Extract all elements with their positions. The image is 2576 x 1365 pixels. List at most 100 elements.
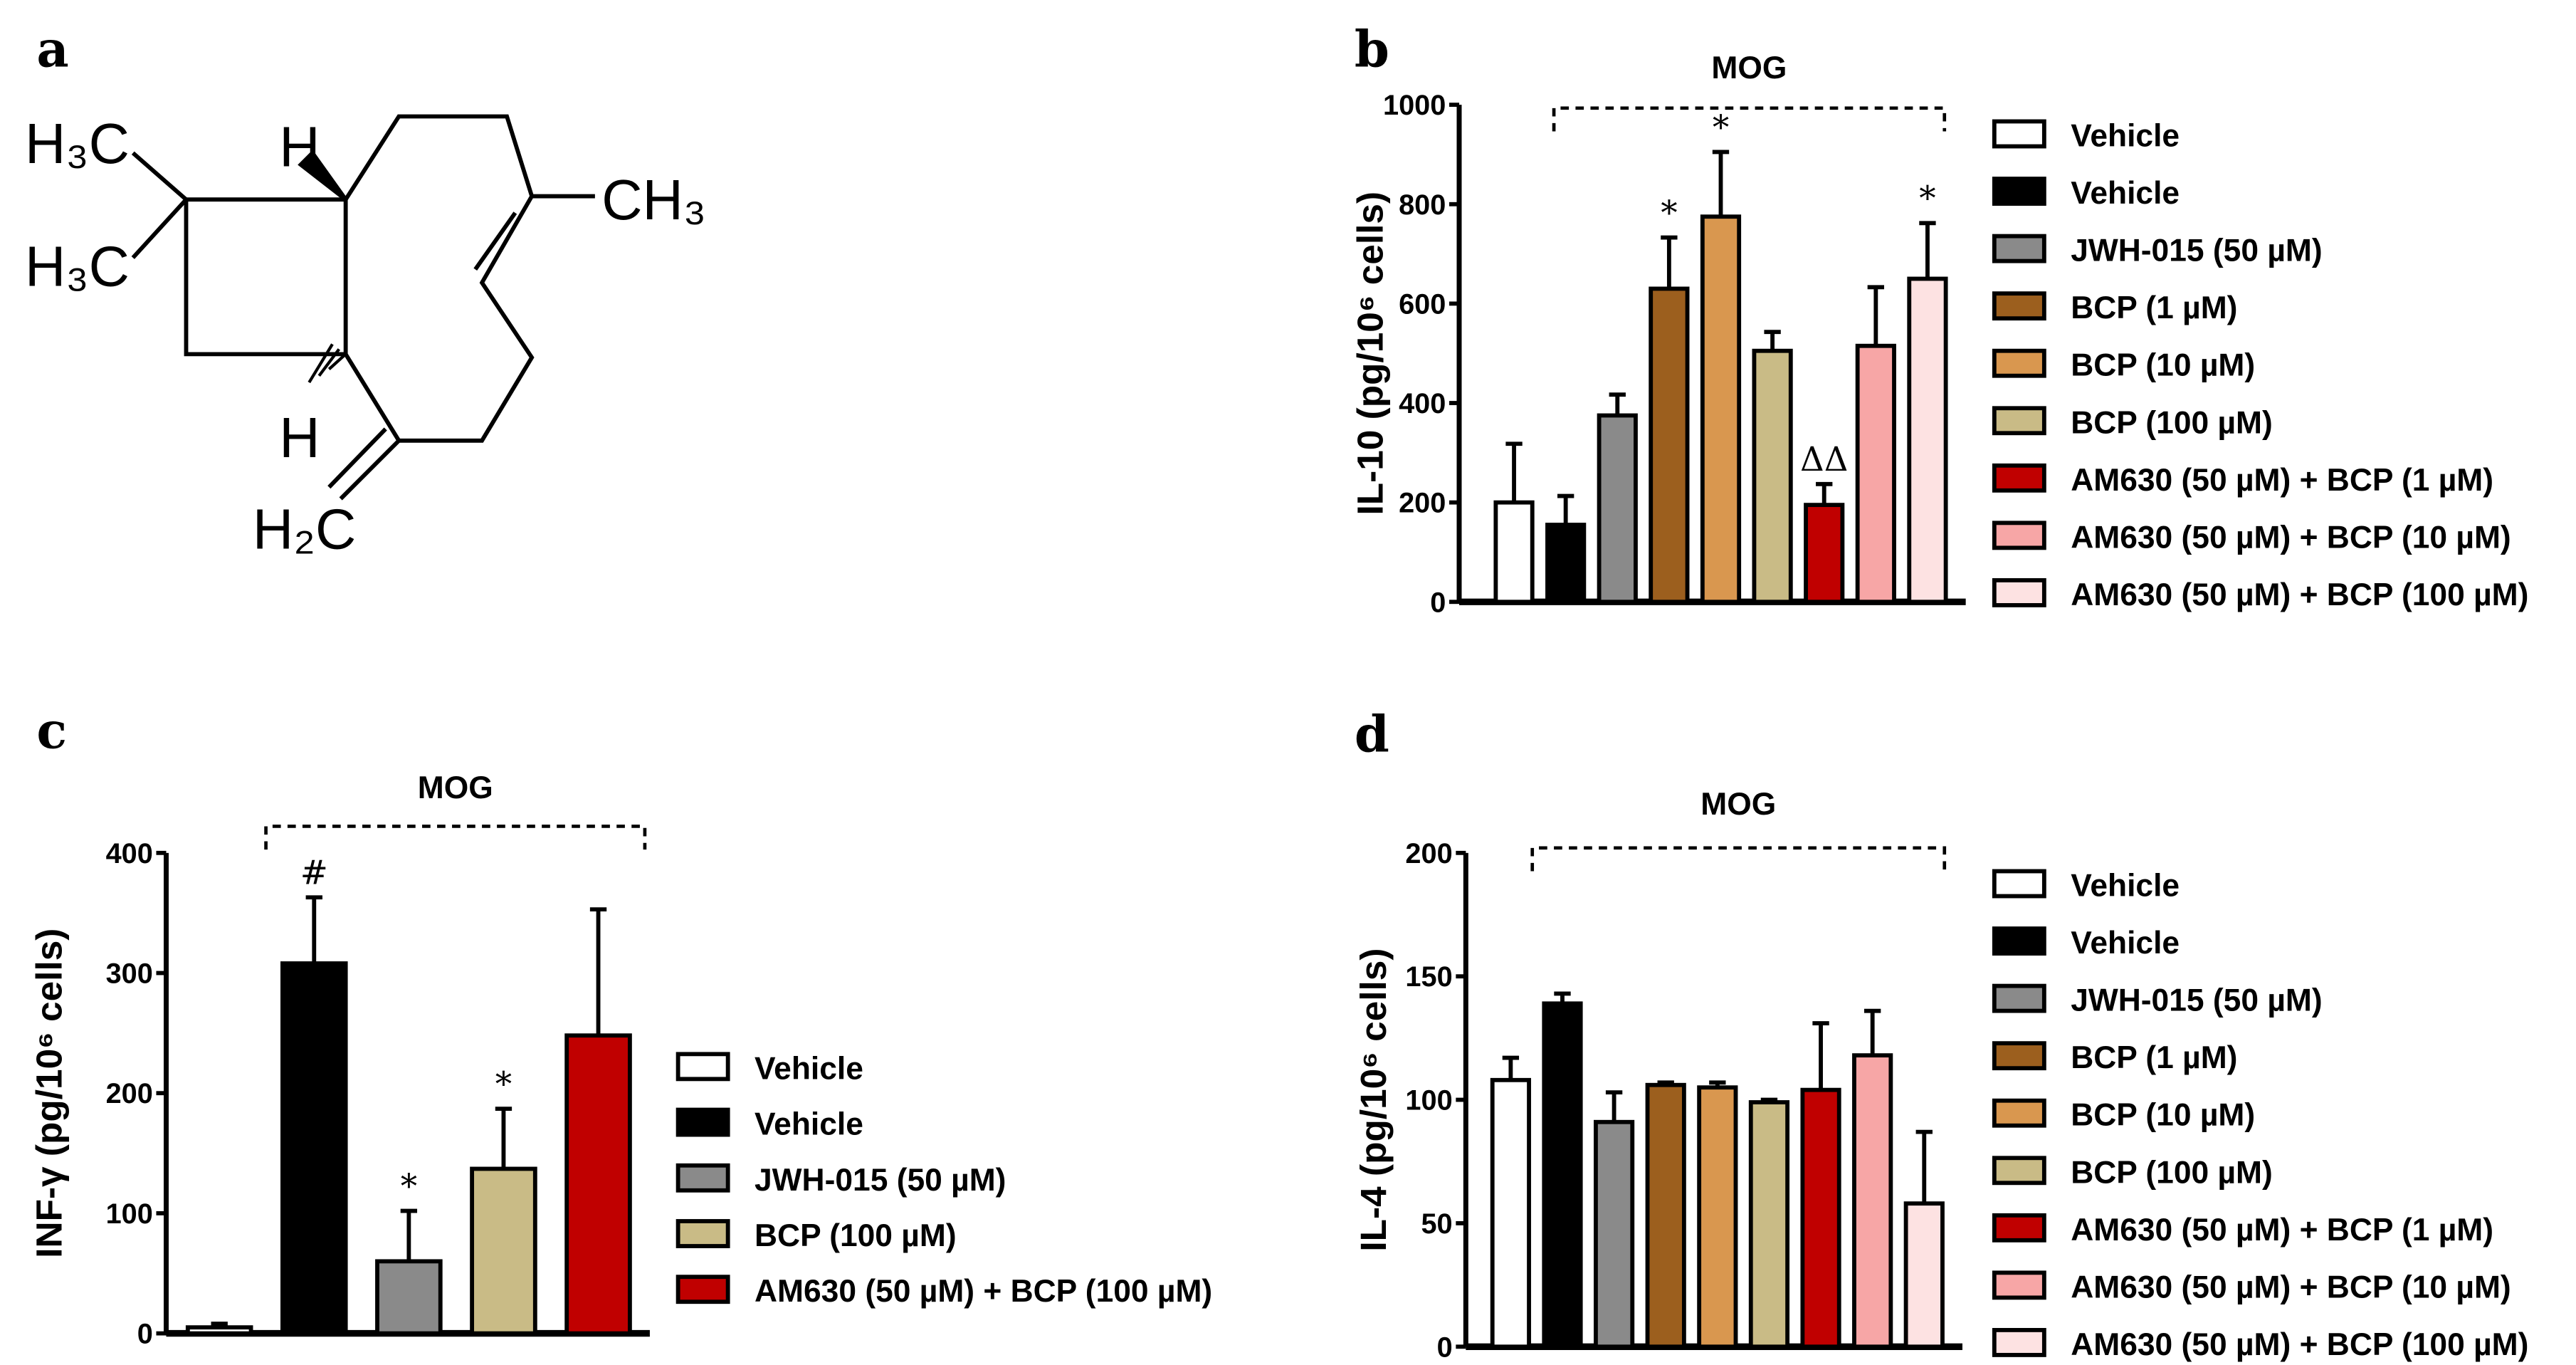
legend-label: Vehicle — [2071, 926, 2180, 961]
significance-mark: * — [1713, 109, 1729, 147]
y-tick-label: 400 — [106, 838, 153, 869]
legend-label: Vehicle — [2071, 176, 2180, 211]
legend-swatch — [675, 1219, 730, 1248]
bar — [1752, 348, 1793, 605]
y-tick-label: 50 — [1421, 1208, 1452, 1240]
bar — [280, 961, 348, 1336]
legend-label: BCP (1 µM) — [2071, 291, 2237, 325]
y-axis-label: IL-4 (pg/10⁶ cells) — [1353, 948, 1394, 1252]
legend-label: AM630 (50 µM) + BCP (1 µM) — [2071, 463, 2493, 498]
bar — [1645, 1082, 1686, 1349]
y-tick-label: 200 — [1399, 488, 1446, 519]
molecule-label-h2c: H₂C — [253, 498, 356, 561]
legend-label: AM630 (50 µM) + BCP (100 µM) — [2071, 577, 2528, 612]
panel-label-c: c — [36, 701, 67, 760]
legend-swatch — [1992, 406, 2046, 436]
bar — [564, 1033, 632, 1336]
y-tick-label: 600 — [1399, 288, 1446, 320]
bar — [1597, 413, 1638, 605]
chart-c: 0 100 200 300 400 INF-γ (pg/10⁶ cells) MOG # * * V… — [28, 770, 1212, 1350]
mog-label: MOG — [1711, 51, 1787, 85]
bar — [1800, 1087, 1841, 1349]
legend-label: BCP (1 µM) — [2071, 1040, 2237, 1075]
legend-swatch — [675, 1275, 730, 1304]
beta-caryophyllene-structure — [131, 114, 595, 501]
bar — [1542, 1001, 1583, 1349]
y-tick-label: 100 — [106, 1198, 153, 1230]
panel-label-b: b — [1355, 19, 1389, 78]
significance-mark: ΔΔ — [1800, 441, 1848, 479]
legend-swatch — [1992, 1213, 2046, 1243]
y-tick-label: 200 — [1405, 838, 1452, 869]
mog-label: MOG — [418, 770, 493, 805]
legend-label: BCP (10 µM) — [2071, 1098, 2255, 1133]
y-tick-label: 200 — [106, 1078, 153, 1109]
y-axis-label: IL-10 (pg/10⁶ cells) — [1350, 192, 1391, 516]
legend-swatch — [675, 1163, 730, 1193]
y-tick-label: 100 — [1405, 1085, 1452, 1116]
y-tick-label: 0 — [1430, 587, 1446, 618]
legend-swatch — [1992, 463, 2046, 493]
bar — [1903, 1201, 1945, 1349]
legend-label: BCP (10 µM) — [2071, 348, 2255, 383]
legend-label: AM630 (50 µM) + BCP (10 µM) — [2071, 1270, 2511, 1304]
legend-label: JWH-015 (50 µM) — [2071, 234, 2322, 268]
legend-swatch — [1992, 521, 2046, 550]
significance-mark: * — [495, 1065, 512, 1104]
significance-mark: * — [401, 1168, 417, 1206]
bar — [1649, 286, 1690, 605]
bar — [1852, 1053, 1893, 1349]
y-tick-label: 150 — [1405, 961, 1452, 993]
mog-bracket — [264, 825, 647, 850]
y-tick-label: 300 — [106, 958, 153, 990]
legend-label: Vehicle — [2071, 119, 2180, 154]
legend-swatch — [1992, 1328, 2046, 1357]
legend-swatch — [1992, 1156, 2046, 1186]
y-tick-label: 0 — [137, 1319, 153, 1350]
panel-label-a: a — [36, 19, 68, 78]
molecule-label-h3c-bottom: H₃C — [25, 235, 130, 298]
legend-label: BCP (100 µM) — [2071, 405, 2273, 440]
bar — [470, 1166, 537, 1336]
molecule-label-h-top: H — [279, 115, 320, 179]
bar — [1700, 214, 1742, 605]
y-tick-label: 800 — [1399, 189, 1446, 221]
legend-swatch — [1992, 1041, 2046, 1071]
significance-mark: * — [1919, 180, 1935, 219]
legend-swatch — [1992, 1270, 2046, 1300]
y-tick-label: 400 — [1399, 388, 1446, 419]
legend-swatch — [675, 1107, 730, 1137]
chart-d: 0 50 100 150 200 IL-4 (pg/10⁶ cells) MOG Vehicl… — [1353, 787, 2528, 1363]
molecule-label-h3c-top: H₃C — [25, 112, 130, 175]
bar — [1748, 1100, 1790, 1349]
legend-label: BCP (100 µM) — [755, 1218, 957, 1253]
y-tick-label: 1000 — [1383, 90, 1446, 121]
bar — [1804, 503, 1845, 605]
significance-mark: * — [1661, 194, 1677, 233]
legend-swatch — [1992, 983, 2046, 1013]
mog-bracket — [1552, 106, 1947, 132]
molecule-label-ch3: CH₃ — [601, 168, 706, 231]
legend-swatch — [1992, 926, 2046, 956]
legend-label: AM630 (50 µM) + BCP (100 µM) — [755, 1274, 1212, 1309]
legend-label: Vehicle — [755, 1051, 863, 1086]
legend-swatch — [1992, 577, 2046, 607]
bar — [1493, 500, 1535, 605]
legend-label: AM630 (50 µM) + BCP (1 µM) — [2071, 1213, 2493, 1248]
molecule-label-h-bottom: H — [279, 406, 320, 469]
bar — [1907, 276, 1948, 605]
chart-b: 0 200 400 600 800 1000 IL-10 (pg/10⁶ cells) MOG… — [1350, 51, 2529, 618]
bar — [375, 1259, 443, 1336]
bar — [1490, 1077, 1531, 1349]
bar — [1697, 1085, 1738, 1349]
bar — [1545, 523, 1587, 605]
legend-label: Vehicle — [755, 1107, 863, 1142]
legend-swatch — [1992, 119, 2046, 149]
mog-label: MOG — [1700, 787, 1776, 822]
legend-label: Vehicle — [2071, 869, 2180, 904]
bar — [185, 1325, 253, 1336]
legend-label: BCP (100 µM) — [2071, 1155, 2273, 1190]
legend-swatch — [1992, 1098, 2046, 1128]
